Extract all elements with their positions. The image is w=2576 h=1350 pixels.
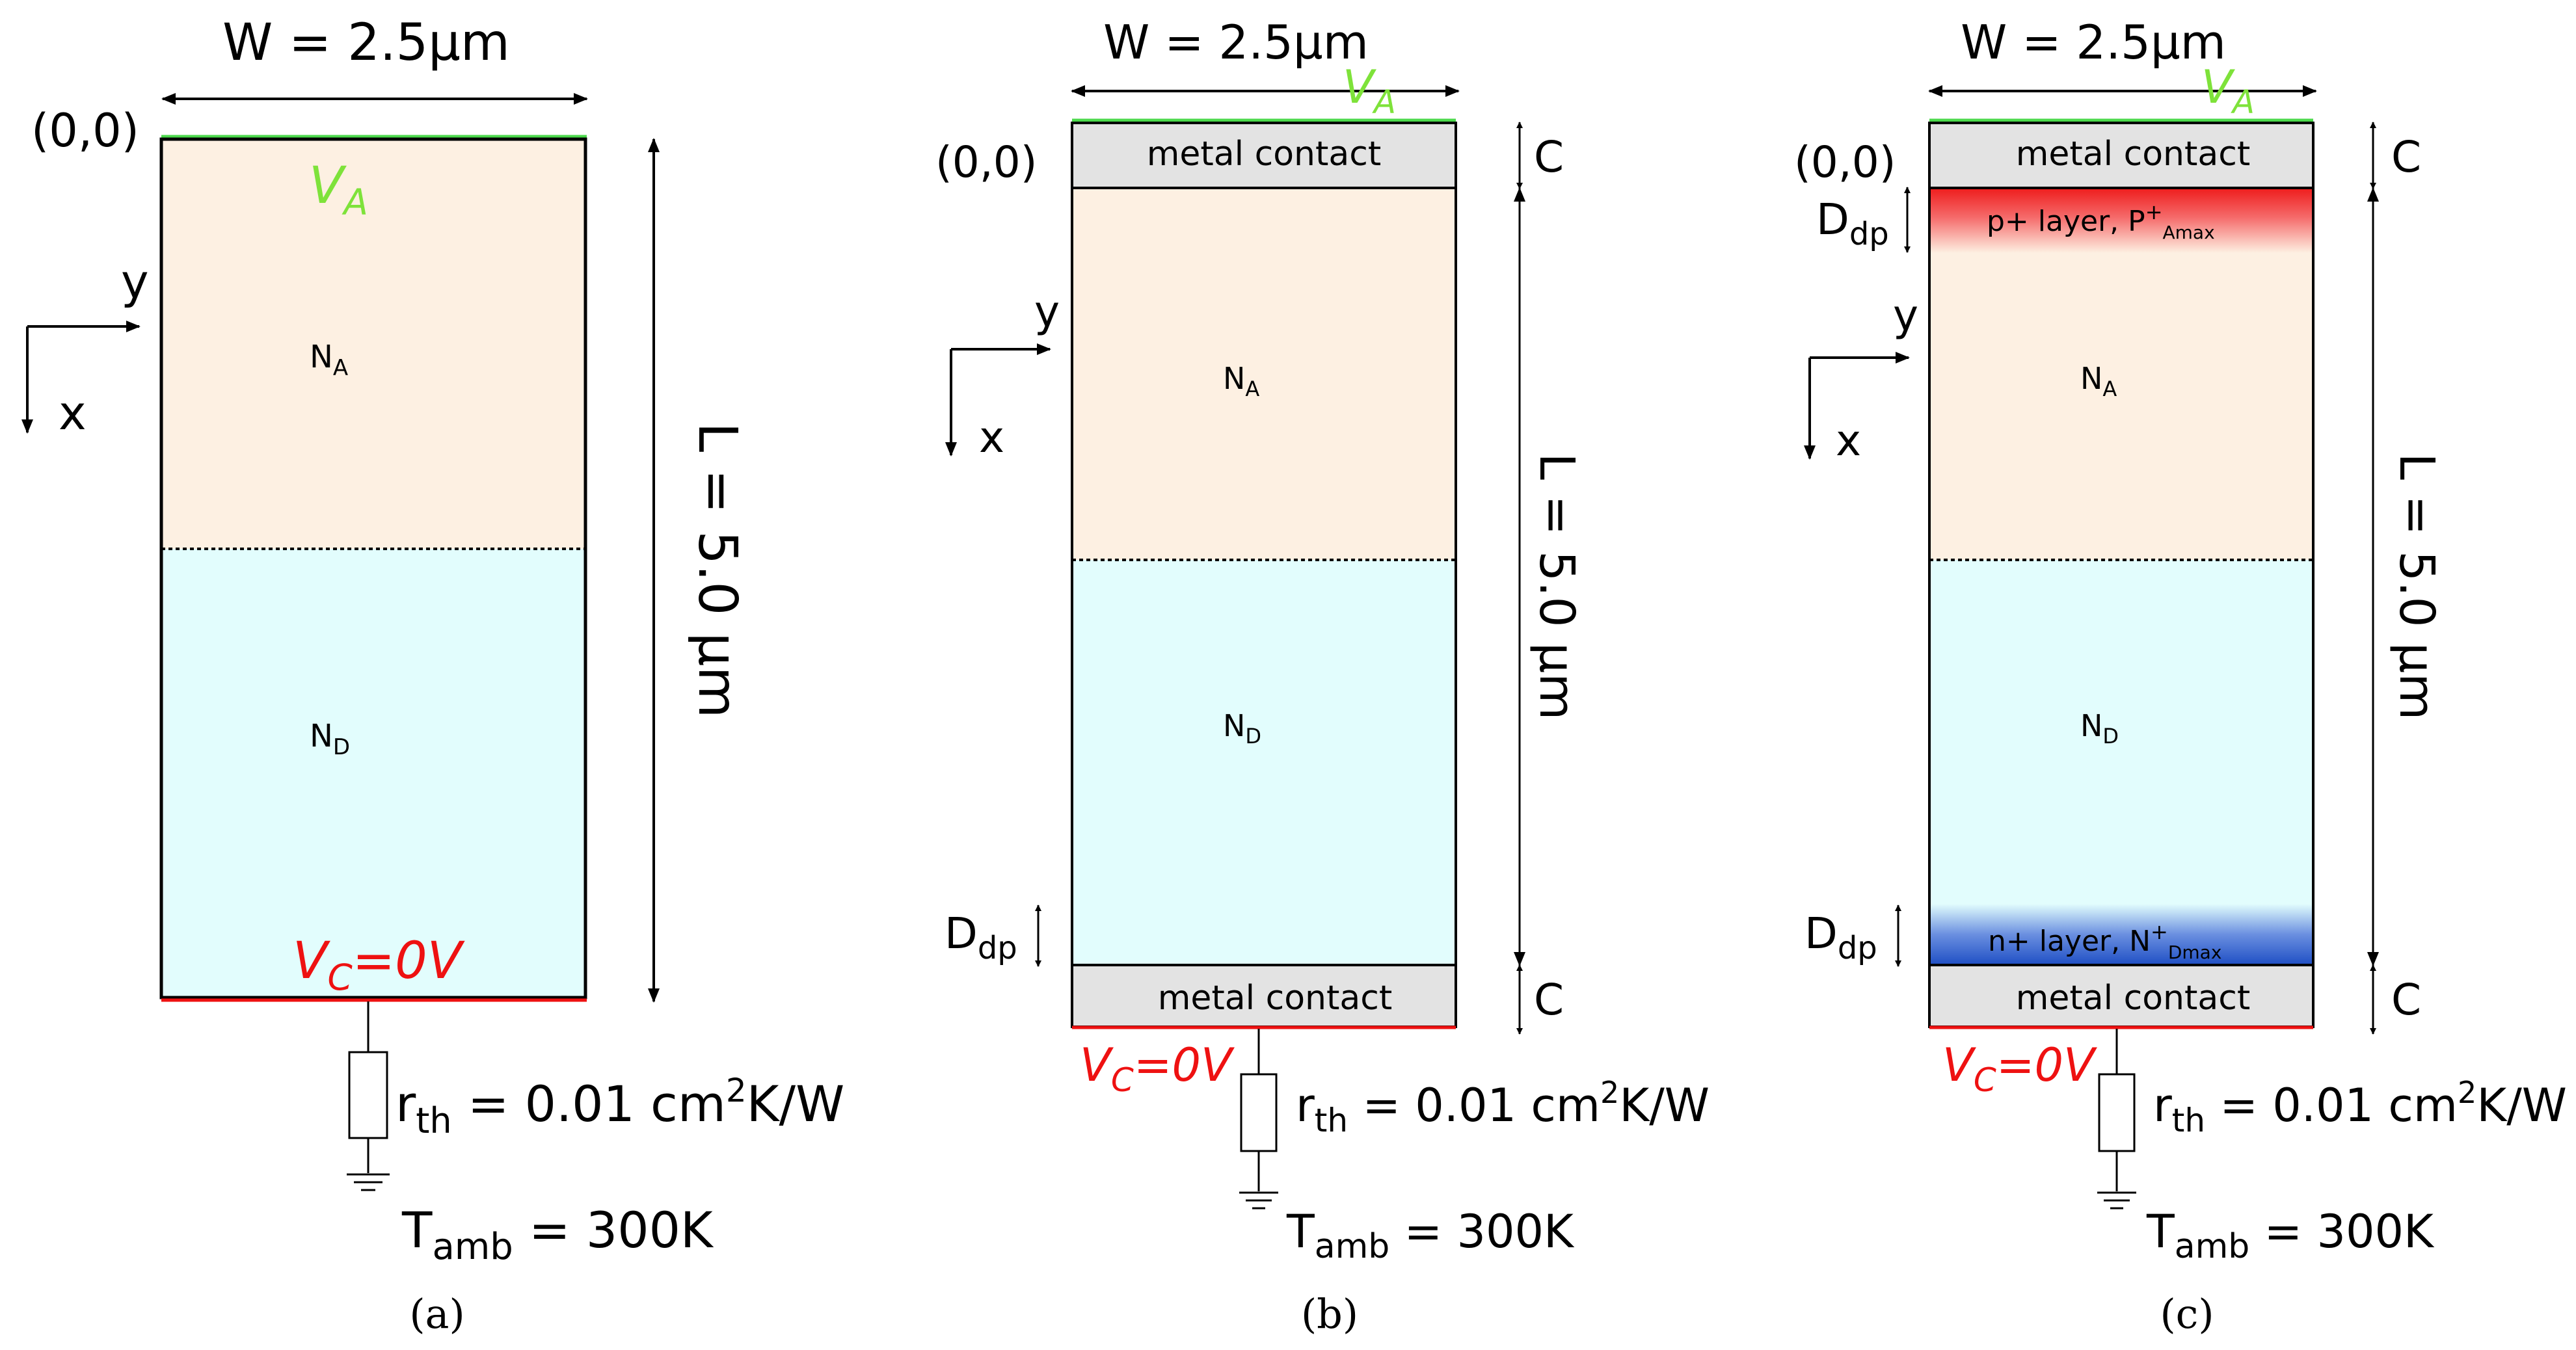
origin-label: (0,0)	[1794, 137, 1896, 187]
thermal-resistor	[2098, 1029, 2136, 1191]
ambient-temperature-label: Tamb = 300K	[2146, 1205, 2435, 1266]
cathode-voltage-label: VC=0V	[293, 932, 465, 998]
axis-y-label: y	[121, 254, 149, 309]
axis-x-label: x	[59, 386, 87, 440]
axis-y-label: y	[1893, 291, 1918, 341]
acceptor-label: NA	[1223, 361, 1259, 401]
acceptor-label: NA	[310, 339, 348, 381]
width-label: W = 2.5µm	[222, 14, 510, 72]
contact-thickness-label-top: C	[1534, 132, 1564, 182]
metal-contact-top	[1071, 122, 1457, 189]
anode-voltage-label: VA	[2201, 60, 2255, 121]
ground-icon	[347, 1173, 390, 1191]
panel-b: W = 2.5µm VA (0,0) metal contact metal c…	[935, 15, 1710, 1338]
coordinate-axes	[21, 321, 141, 434]
n-region	[161, 549, 585, 998]
width-label: W = 2.5µm	[1103, 15, 1369, 70]
device-outline	[159, 137, 587, 999]
metal-contact-bottom	[1928, 964, 2314, 1028]
metal-contact-top-label: metal contact	[2016, 135, 2250, 174]
donor-label: ND	[1223, 708, 1261, 748]
thermal-resistance-label: rth = 0.01 cm2K/W	[1296, 1075, 1710, 1139]
origin-label: (0,0)	[935, 137, 1037, 187]
coordinate-axes	[1804, 352, 1910, 460]
ground-icon	[1239, 1191, 1278, 1210]
contact-thickness-label-top: C	[2391, 132, 2421, 182]
contact-thickness-label-bottom: C	[2391, 975, 2421, 1025]
width-label: W = 2.5µm	[1961, 15, 2226, 70]
p-region	[161, 139, 585, 549]
thermal-resistance-label: rth = 0.01 cm2K/W	[2153, 1075, 2567, 1139]
ambient-temperature-label: Tamb = 300K	[401, 1201, 714, 1268]
thermal-resistor	[1240, 1029, 1278, 1191]
panel-a: W = 2.5µm (0,0) VA NA ND VC=0V y x L = 5…	[21, 14, 844, 1338]
metal-contact-bottom	[1071, 964, 1457, 1028]
cathode-voltage-label: VC=0V	[1080, 1039, 1235, 1099]
n-region	[1072, 560, 1456, 965]
depletion-width-label: Ddp	[945, 908, 1017, 966]
ambient-temperature-label: Tamb = 300K	[1286, 1205, 1575, 1266]
depletion-width-label-top: Ddp	[1816, 194, 1889, 252]
length-label: L = 5.0 µm	[686, 422, 748, 718]
origin-label: (0,0)	[31, 104, 139, 157]
n-region	[1929, 560, 2313, 965]
panel-caption: (b)	[1301, 1290, 1358, 1338]
n-plus-layer-label: n+ layer, N+Dmax	[1988, 920, 2221, 963]
thermal-resistor	[348, 1001, 388, 1173]
ground-icon	[2097, 1191, 2136, 1210]
panel-caption: (a)	[409, 1290, 464, 1338]
metal-contact-top-label: metal contact	[1147, 135, 1381, 174]
p-plus-layer-label: p+ layer, P+Amax	[1987, 200, 2215, 243]
p-plus-layer	[1929, 188, 2313, 253]
donor-label: ND	[2080, 708, 2119, 748]
length-label: L = 5.0 µm	[1529, 453, 1585, 721]
axis-y-label: y	[1034, 287, 1060, 337]
contact-thickness-label-bottom: C	[1534, 975, 1564, 1025]
coordinate-axes	[945, 343, 1051, 457]
anode-voltage-label: VA	[1343, 60, 1396, 121]
panel-c: W = 2.5µm VA (0,0) metal contact p+ laye…	[1794, 15, 2567, 1338]
metal-contact-bottom-label: metal contact	[1158, 979, 1392, 1018]
depletion-width-label-bottom: Ddp	[1805, 908, 1877, 966]
cathode-voltage-label: VC=0V	[1942, 1039, 2097, 1099]
n-plus-layer	[1929, 904, 2313, 965]
panel-caption: (c)	[2160, 1290, 2214, 1338]
axis-x-label: x	[979, 412, 1004, 462]
thermal-resistance-label: rth = 0.01 cm2K/W	[396, 1072, 844, 1141]
anode-voltage-label: VA	[309, 157, 368, 223]
acceptor-label: NA	[2080, 361, 2117, 401]
axis-x-label: x	[1836, 416, 1861, 466]
length-label: L = 5.0 µm	[2389, 453, 2445, 721]
donor-label: ND	[310, 718, 350, 760]
p-region	[1072, 188, 1456, 560]
metal-contact-bottom-label: metal contact	[2016, 979, 2250, 1018]
